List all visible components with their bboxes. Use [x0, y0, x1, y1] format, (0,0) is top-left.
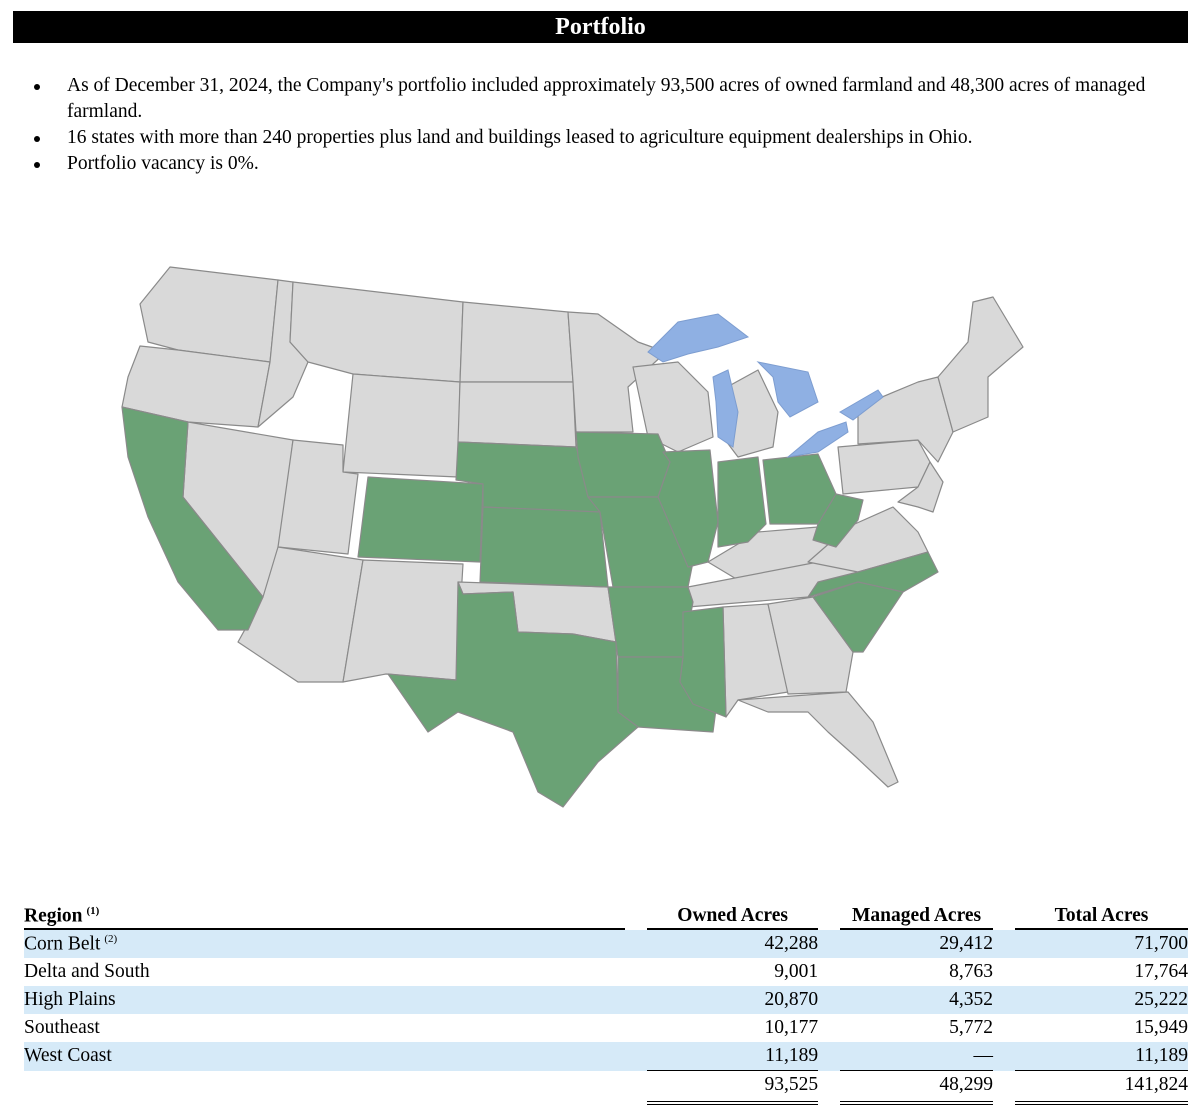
table-row: West Coast 11,189 — 11,189	[24, 1042, 1188, 1071]
region-name: Delta and South	[24, 961, 150, 982]
col-header-total: Total Acres	[1015, 905, 1188, 930]
state-IN	[717, 456, 767, 548]
state-GA	[767, 596, 854, 695]
summary-bullets: As of December 31, 2024, the Company's p…	[30, 73, 1180, 177]
bullet-item: Portfolio vacancy is 0%.	[30, 151, 1180, 177]
state-SC	[812, 581, 904, 653]
lake-ontario	[839, 389, 884, 421]
total-acres: 17,764	[1134, 961, 1188, 982]
state-TX	[387, 581, 639, 808]
state-PA	[837, 439, 931, 495]
owned-acres: 20,870	[647, 986, 819, 1014]
table-total-row: 93,525 48,299 141,824	[24, 1070, 1188, 1105]
col-header-region: Region	[24, 905, 83, 926]
state-IA	[575, 431, 671, 498]
bullet-icon	[34, 162, 40, 168]
state-FL	[737, 691, 899, 788]
bullet-icon	[34, 136, 40, 142]
bullet-text: Portfolio vacancy is 0%.	[67, 153, 259, 174]
state-SD	[457, 381, 577, 448]
state-MS	[679, 606, 727, 718]
col-header-managed: Managed Acres	[840, 905, 993, 930]
state-WY	[342, 373, 461, 478]
grand-total-acres: 141,824	[1015, 1070, 1188, 1105]
total-managed-acres: 48,299	[840, 1070, 993, 1105]
bullet-text: As of December 31, 2024, the Company's p…	[67, 75, 1146, 122]
col-header-owned: Owned Acres	[647, 905, 819, 930]
bullet-icon	[34, 84, 40, 90]
lake-superior	[647, 313, 750, 363]
table-row: Corn Belt (2) 42,288 29,412 71,700	[24, 930, 1188, 958]
table-header-row: Region (1) Owned Acres Managed Acres Tota…	[24, 902, 1188, 930]
bullet-text: 16 states with more than 240 properties …	[67, 127, 973, 148]
total-acres: 25,222	[1015, 986, 1188, 1014]
state-KS	[479, 506, 609, 588]
managed-acres: —	[840, 1042, 993, 1071]
state-AR	[607, 586, 694, 658]
state-CA	[121, 406, 264, 631]
state-WV	[812, 493, 864, 548]
total-acres: 71,700	[1015, 930, 1188, 958]
footnote-marker: (1)	[86, 904, 100, 917]
total-acres: 15,949	[1134, 1017, 1188, 1038]
total-owned-acres: 93,525	[647, 1070, 819, 1105]
owned-acres: 42,288	[647, 930, 819, 958]
state-NJ-MD-DE	[897, 461, 944, 513]
state-MN	[567, 311, 667, 433]
us-portfolio-map	[118, 262, 1028, 812]
total-acres: 11,189	[1015, 1042, 1188, 1071]
owned-acres: 10,177	[764, 1017, 819, 1038]
lake-erie	[786, 421, 849, 458]
region-name: Southeast	[24, 1017, 100, 1038]
lake-michigan	[712, 369, 739, 448]
region-name: High Plains	[24, 986, 626, 1014]
bullet-item: As of December 31, 2024, the Company's p…	[30, 73, 1180, 125]
us-map-svg	[121, 266, 1024, 808]
bullet-item: 16 states with more than 240 properties …	[30, 125, 1180, 151]
page-title: Portfolio	[13, 11, 1188, 43]
owned-acres: 9,001	[774, 961, 819, 982]
table-row: Southeast 10,177 5,772 15,949	[24, 1014, 1188, 1042]
state-NE-states	[937, 296, 1024, 433]
region-acreage-table: Region (1) Owned Acres Managed Acres Tota…	[24, 902, 1188, 1105]
owned-acres: 11,189	[647, 1042, 819, 1071]
state-CO	[357, 476, 484, 563]
state-IL	[657, 449, 719, 568]
state-ND	[459, 301, 574, 383]
managed-acres: 4,352	[840, 986, 993, 1014]
managed-acres: 8,763	[949, 961, 993, 982]
lake-huron	[756, 361, 819, 418]
region-name: West Coast	[24, 1042, 626, 1071]
state-NM	[342, 559, 464, 683]
state-MT	[289, 281, 464, 383]
region-name: Corn Belt	[24, 933, 101, 955]
state-OR	[121, 345, 271, 428]
managed-acres: 29,412	[840, 930, 993, 958]
footnote-marker: (2)	[104, 932, 118, 945]
table-row: High Plains 20,870 4,352 25,222	[24, 986, 1188, 1014]
table-row: Delta and South 9,001 8,763 17,764	[24, 958, 1188, 986]
managed-acres: 5,772	[949, 1017, 993, 1038]
